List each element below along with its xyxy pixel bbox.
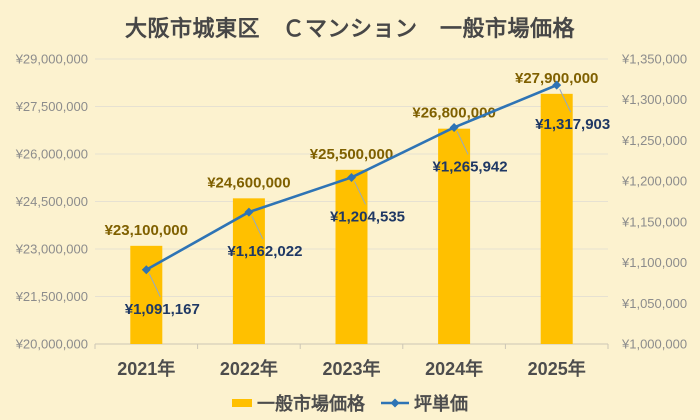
line-data-label: ¥1,265,942 bbox=[433, 158, 508, 175]
line-data-label: ¥1,204,535 bbox=[330, 208, 405, 225]
line-data-label: ¥1,091,167 bbox=[125, 301, 200, 318]
label-leader-line bbox=[148, 273, 161, 297]
line-marker-2025年 bbox=[552, 80, 562, 90]
right-axis-tick-label: ¥1,350,000 bbox=[621, 52, 687, 67]
x-axis-label: 2023年 bbox=[322, 358, 380, 379]
bar-2024年 bbox=[438, 128, 471, 344]
line-marker-2024年 bbox=[449, 122, 459, 132]
left-axis-tick-label: ¥29,000,000 bbox=[15, 52, 88, 67]
line-marker-2021年 bbox=[141, 265, 151, 275]
left-axis-tick-label: ¥24,500,000 bbox=[15, 194, 88, 209]
bar-2021年 bbox=[130, 245, 163, 344]
line-data-label: ¥1,317,903 bbox=[535, 116, 610, 133]
label-leader-line bbox=[354, 181, 366, 205]
right-axis-tick-label: ¥1,100,000 bbox=[621, 255, 687, 270]
right-axis-tick-label: ¥1,050,000 bbox=[621, 296, 687, 311]
line-data-label: ¥1,162,022 bbox=[227, 243, 302, 260]
right-axis-tick-label: ¥1,000,000 bbox=[621, 337, 687, 352]
left-axis-tick-label: ¥21,500,000 bbox=[15, 289, 88, 304]
left-axis-tick-label: ¥26,000,000 bbox=[15, 147, 88, 162]
legend-diamond-icon bbox=[390, 398, 400, 408]
bar-2022年 bbox=[232, 198, 265, 344]
chart-title: 大阪市城東区 Ｃマンション 一般市場価格 bbox=[124, 16, 575, 41]
label-leader-line bbox=[559, 88, 572, 113]
right-axis-tick-label: ¥1,200,000 bbox=[621, 174, 687, 189]
legend: 一般市場価格 坪単価 bbox=[0, 390, 700, 416]
x-axis-label: 2025年 bbox=[528, 358, 586, 379]
bar-data-label: ¥25,500,000 bbox=[310, 146, 393, 163]
x-axis-label: 2024年 bbox=[425, 358, 483, 379]
bar-2023年 bbox=[335, 169, 368, 344]
legend-label-market-price: 一般市場価格 bbox=[257, 394, 365, 414]
left-axis-tick-label: ¥20,000,000 bbox=[15, 337, 88, 352]
left-axis-tick-label: ¥23,000,000 bbox=[15, 242, 88, 257]
legend-label-tsubo-price: 坪単価 bbox=[414, 394, 468, 414]
x-axis-label: 2021年 bbox=[117, 358, 175, 379]
line-marker-2022年 bbox=[244, 207, 254, 217]
label-leader-line bbox=[456, 131, 469, 155]
legend-item-tsubo-price: 坪単価 bbox=[381, 390, 468, 416]
bar-swatch-icon bbox=[232, 399, 252, 407]
label-leader-line bbox=[251, 215, 264, 240]
bar-data-label: ¥23,100,000 bbox=[105, 222, 188, 239]
legend-item-market-price: 一般市場価格 bbox=[232, 390, 365, 416]
bar-data-label: ¥27,900,000 bbox=[515, 70, 598, 87]
bar-data-label: ¥24,600,000 bbox=[207, 174, 290, 191]
right-axis-tick-label: ¥1,250,000 bbox=[621, 133, 687, 148]
line-marker-2023年 bbox=[347, 172, 356, 182]
right-axis-tick-label: ¥1,300,000 bbox=[621, 92, 687, 107]
bar-2025年 bbox=[540, 93, 573, 344]
right-axis-tick-label: ¥1,150,000 bbox=[621, 214, 687, 229]
left-axis-tick-label: ¥27,500,000 bbox=[15, 99, 88, 114]
bar-data-label: ¥26,800,000 bbox=[412, 105, 495, 122]
line-marker-icon bbox=[381, 398, 409, 408]
x-axis-label: 2022年 bbox=[220, 358, 278, 379]
